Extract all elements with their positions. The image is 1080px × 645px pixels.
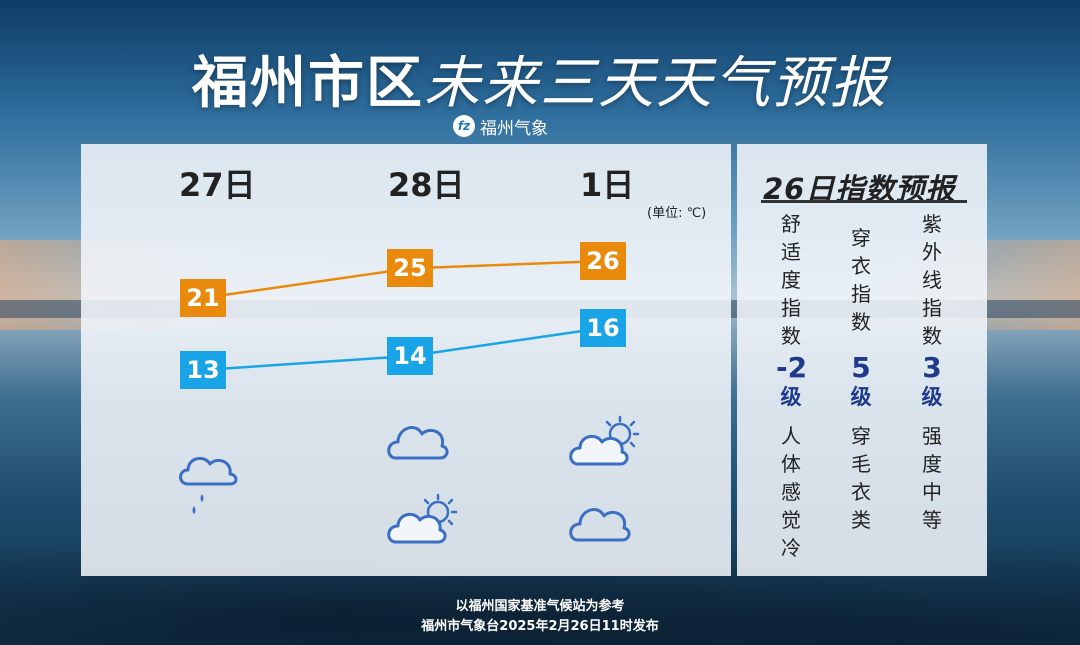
index-name: 穿衣指数: [851, 226, 871, 334]
index-value: -2: [776, 351, 808, 384]
high-temp-label: 26: [580, 242, 626, 280]
cloudy-icon: [569, 508, 631, 542]
low-temp-label: 14: [387, 337, 433, 375]
day-label: 28日: [388, 166, 465, 204]
rain-icon: [179, 456, 238, 514]
fuzhou-weather-logo-icon: fz: [453, 115, 475, 137]
index-name: 紫外线指数: [922, 212, 942, 348]
cloudy-icon: [387, 426, 449, 460]
index-desc: 穿毛衣类: [851, 424, 871, 532]
footer-reference: 以福州国家基准气候站为参考: [455, 599, 625, 614]
index-panel: 26日指数预报 舒适度指数 -2 级 人体感觉冷 穿衣指数 5 级 穿毛衣类 紫…: [737, 144, 987, 576]
index-unit: 级: [780, 385, 802, 409]
comfort-index: 舒适度指数 -2 级 人体感觉冷: [776, 210, 808, 562]
brand-name: 福州气象: [480, 118, 548, 139]
index-value: 3: [922, 351, 942, 384]
clothing-index: 穿衣指数 5 级 穿毛衣类: [846, 224, 876, 534]
partly-cloudy-icon: [569, 415, 640, 466]
day-label: 1日: [580, 166, 635, 204]
index-name: 舒适度指数: [781, 212, 801, 348]
index-desc: 人体感觉冷: [781, 424, 801, 560]
uv-index: 紫外线指数 3 级 强度 中等: [917, 210, 947, 534]
low-temp-label: 16: [580, 309, 626, 347]
index-unit: 级: [921, 385, 943, 409]
day-label: 27日: [179, 166, 256, 204]
index-value: 5: [851, 351, 871, 384]
high-temp-label: 25: [387, 249, 433, 288]
high-temp-label: 21: [180, 279, 226, 317]
page-title: 福州市区未来三天天气预报: [0, 38, 1080, 119]
forecast-panel: 27日 28日 1日 (单位: ℃) 21 25 26 13 14 16: [81, 144, 731, 576]
low-temp-label: 13: [180, 351, 226, 389]
index-unit: 级: [850, 385, 872, 409]
title-location: 福州市区: [192, 51, 424, 116]
brand: fz 福州气象: [453, 113, 548, 139]
index-desc: 强度 中等: [922, 424, 942, 532]
title-underline: [761, 200, 967, 203]
unit-label: (单位: ℃): [647, 206, 707, 221]
footer-issuer: 福州市气象台2025年2月26日11时发布: [421, 619, 659, 634]
partly-cloudy-icon: [387, 493, 458, 544]
title-subject: 未来三天天气预报: [424, 51, 888, 116]
